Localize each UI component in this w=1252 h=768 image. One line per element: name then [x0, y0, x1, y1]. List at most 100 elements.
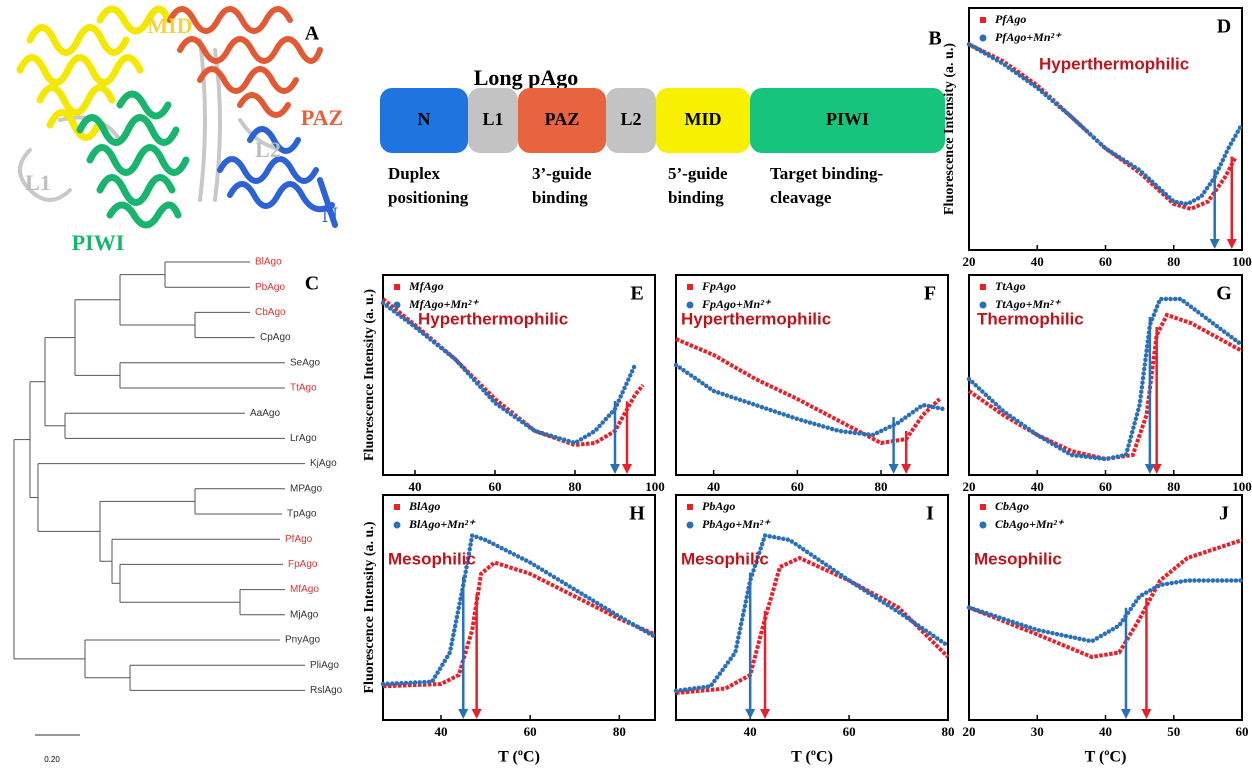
tree-leaf-label: MjAgo [290, 609, 319, 620]
tree-leaf-label: BlAgo [255, 257, 282, 268]
legend-marker [393, 521, 401, 529]
x-tick-label: 80 [569, 479, 582, 494]
panel-letter: B [928, 28, 941, 50]
domain-function: positioning [388, 188, 469, 207]
domain-function: binding [532, 188, 588, 207]
x-tick-label: 80 [1167, 479, 1180, 494]
legend-marker [687, 284, 693, 290]
label-l2: L2 [255, 137, 281, 162]
tree-leaf-label: SeAgo [290, 357, 320, 368]
x-axis-label: T (ºC) [498, 749, 540, 766]
series-line [380, 532, 658, 687]
tree-leaf-label: PfAgo [285, 534, 313, 545]
x-tick-label: 40 [409, 479, 422, 494]
legend-marker [979, 521, 987, 529]
x-tick-label: 60 [1236, 724, 1249, 739]
domain-box [656, 88, 750, 153]
tree-leaf-label: TpAgo [287, 509, 317, 520]
tm-arrowhead [610, 464, 620, 474]
tree-leaf-label: TtAgo [290, 383, 317, 394]
legend-marker [980, 504, 986, 510]
x-axis-label: T (ºC) [1085, 749, 1127, 766]
x-tick-label: 40 [434, 724, 447, 739]
x-tick-label: 20 [963, 724, 976, 739]
annotation: Hyperthermophilic [418, 309, 568, 328]
legend-label: TtAgo+Mn²⁺ [995, 297, 1061, 311]
tree-leaf-label: AaAgo [250, 408, 280, 419]
label-paz: PAZ [301, 105, 343, 130]
plot-frame [382, 494, 656, 721]
domain-bar: N L1 PAZ L2 MID PIWI Duplex positioning 3’-guide… [380, 88, 945, 207]
x-tick-label: 100 [645, 479, 665, 494]
tree-leaf-label: CbAgo [255, 307, 286, 318]
domain-box [468, 88, 518, 153]
series-line [380, 300, 638, 446]
y-axis-label: Fluorescence Intensity (a. u.) [362, 289, 377, 461]
tm-arrowhead [458, 709, 469, 719]
legend-marker [979, 301, 987, 309]
series-line [382, 560, 656, 689]
domain-function: 3’-guide [532, 164, 592, 183]
x-tick-label: 50 [1167, 724, 1180, 739]
x-tick-label: 80 [942, 724, 955, 739]
x-tick-label: 20 [963, 254, 976, 269]
tm-arrowhead [622, 464, 632, 474]
legend-marker [979, 34, 987, 42]
series-line [966, 578, 1245, 644]
tree-leaf-label: FpAgo [288, 559, 318, 570]
x-tick-label: 80 [875, 479, 888, 494]
x-tick-label: 60 [1099, 479, 1112, 494]
legend-label: PfAgo [995, 12, 1026, 26]
series-line [966, 42, 1245, 207]
tm-arrowhead [1120, 709, 1131, 719]
legend-marker [687, 504, 693, 510]
domain-label: N [418, 109, 431, 129]
legend-marker [686, 521, 694, 529]
panel-letter: E [630, 283, 643, 305]
domain-label: L1 [482, 109, 503, 129]
legend-label: PbAgo [702, 499, 735, 513]
panel-letter: F [924, 283, 936, 305]
panel-letter: D [1217, 16, 1231, 38]
panel-letter: J [1219, 503, 1229, 525]
x-tick-label: 80 [1167, 254, 1180, 269]
legend-marker [394, 284, 400, 290]
x-tick-label: 80 [613, 724, 626, 739]
series-line [673, 532, 951, 694]
domain-function: Target binding- [770, 164, 884, 183]
legend-label: PbAgo+Mn²⁺ [702, 517, 771, 531]
x-tick-label: 40 [1031, 254, 1044, 269]
annotation: Hyperthermophilic [681, 309, 831, 328]
annotation: Mesophilic [388, 549, 476, 568]
tree-leaf-label: PbAgo [255, 282, 285, 293]
x-tick-label: 60 [489, 479, 502, 494]
x-tick-label: 40 [744, 724, 757, 739]
x-tick-label: 60 [1099, 254, 1112, 269]
legend-label: MfAgo [408, 279, 444, 293]
tree-leaf-label: MPAgo [290, 483, 322, 494]
x-tick-label: 20 [963, 479, 976, 494]
plot-frame [675, 494, 949, 721]
tree-leaf-label: PliAgo [310, 660, 339, 671]
legend-label: MfAgo+Mn²⁺ [408, 297, 479, 311]
domain-box [606, 88, 656, 153]
annotation: Thermophilic [977, 309, 1084, 328]
legend-marker [980, 17, 986, 23]
series-line [968, 538, 1243, 660]
legend-label: FpAgo+Mn²⁺ [701, 297, 772, 311]
legend-label: BlAgo+Mn²⁺ [408, 517, 476, 531]
tm-arrowhead [1151, 464, 1162, 474]
tm-arrowhead [471, 709, 482, 719]
tree-leaf-label: PnyAgo [285, 635, 320, 646]
tm-arrowhead [901, 464, 912, 474]
x-tick-label: 40 [707, 479, 720, 494]
phylogenetic-tree: BlAgo PbAgo CbAgo CpAgo SeAgo TtAgo AaAgo LrAgo… [13, 257, 343, 696]
x-tick-label: 40 [1099, 724, 1112, 739]
tm-arrowhead [760, 709, 771, 719]
y-axis-label: Fluorescence Intensity (a. u.) [362, 521, 377, 693]
series-line [673, 362, 947, 438]
domain-label: PAZ [545, 109, 580, 129]
label-n: N [322, 202, 338, 227]
tree-leaf-label: MfAgo [290, 584, 319, 595]
tree-leaf-label: CpAgo [260, 332, 291, 343]
